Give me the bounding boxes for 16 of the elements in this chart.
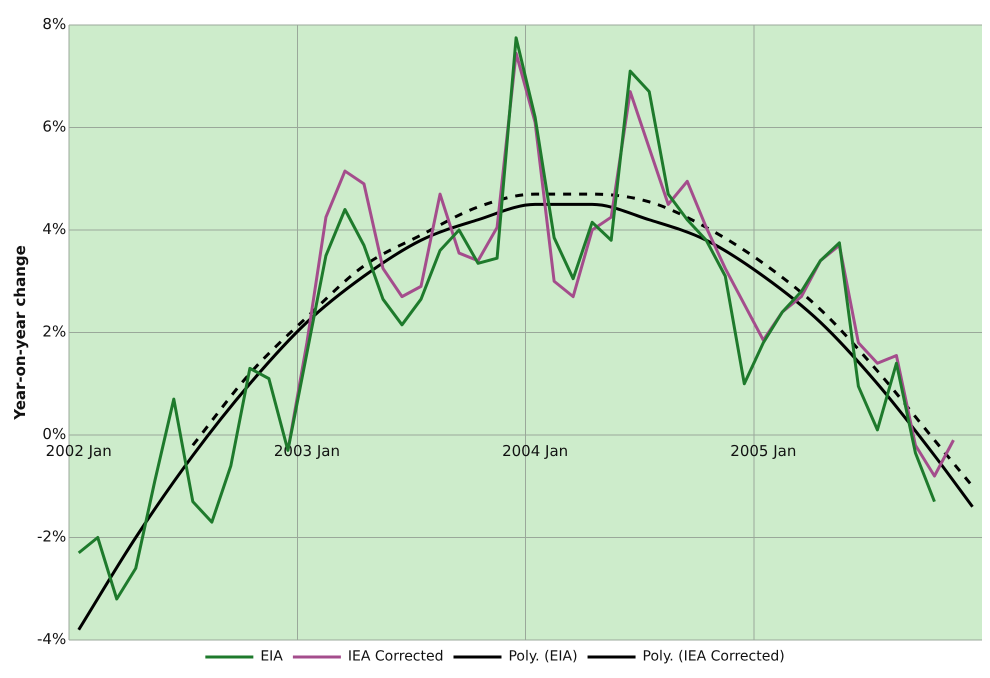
y-tick-label: 0% [42, 424, 66, 443]
legend-label: Poly. (IEA Corrected) [642, 648, 785, 665]
legend-label: EIA [260, 648, 284, 665]
y-tick-label: 2% [42, 322, 66, 340]
legend-label: IEA Corrected [348, 648, 444, 665]
y-tick-label: 8% [42, 14, 66, 33]
x-tick-label: 2002 Jan [46, 442, 112, 460]
y-tick-label: -2% [36, 527, 66, 546]
x-tick-label: 2005 Jan [730, 442, 796, 460]
y-tick-label: 4% [42, 220, 66, 238]
y-tick-label: -4% [36, 630, 66, 648]
y-tick-label: 6% [42, 117, 66, 136]
legend-label: Poly. (EIA) [508, 648, 578, 665]
x-tick-label: 2004 Jan [502, 442, 568, 460]
x-tick-label: 2003 Jan [274, 442, 340, 460]
y-axis-title: Year-on-year change [10, 245, 29, 421]
